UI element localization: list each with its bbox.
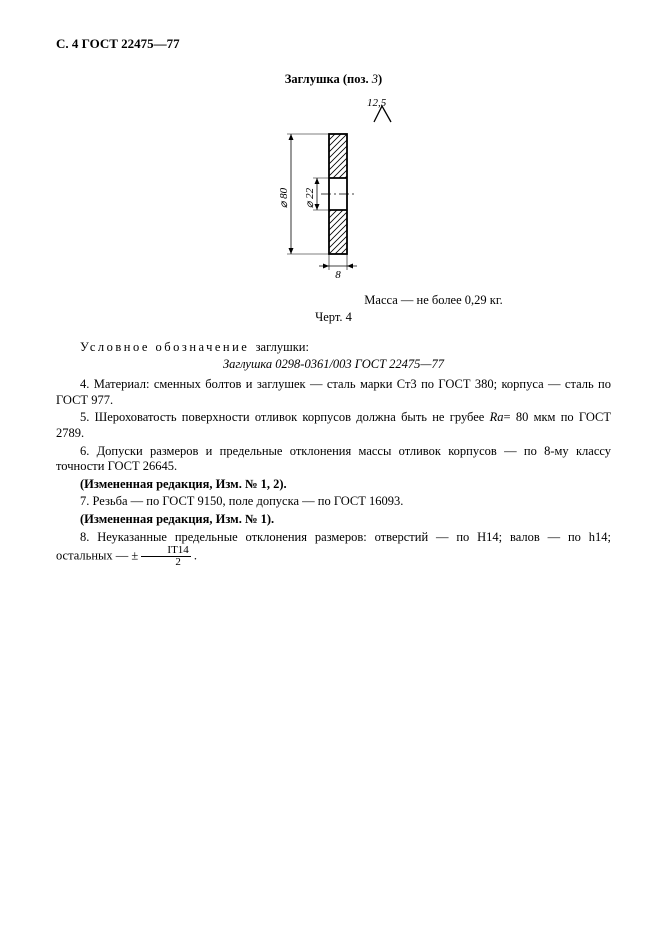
para-7-note: (Измененная редакция, Изм. № 1).: [56, 512, 611, 528]
para-8a: 8. Неуказанные предельные отклонения раз…: [56, 530, 611, 563]
mass-note: Масса — не более 0,29 кг.: [256, 293, 611, 309]
para-6-note: (Измененная редакция, Изм. № 1, 2).: [56, 477, 611, 493]
figure-title-prefix: Заглушка (поз.: [285, 72, 372, 86]
para-7: 7. Резьба — по ГОСТ 9150, поле допуска —…: [56, 494, 611, 510]
hatch-bot: [329, 210, 347, 254]
fraction-den: 2: [141, 557, 190, 568]
designation: Заглушка 0298-0361/003 ГОСТ 22475—77: [56, 357, 611, 373]
dim80-arrow-b: [288, 248, 293, 254]
fraction: IT142: [141, 545, 190, 568]
figure-block: 12,5 ⌀ 22 ⌀ 80: [56, 94, 611, 289]
dim8-text: 8: [335, 269, 341, 281]
page: С. 4 ГОСТ 22475—77 Заглушка (поз. 3) 12,…: [0, 0, 661, 936]
roughness-value: 12,5: [367, 97, 387, 109]
para-4: 4. Материал: сменных болтов и заглушек —…: [56, 377, 611, 408]
dim22-text: ⌀ 22: [304, 187, 316, 208]
para-5: 5. Шероховатость поверхности отливок кор…: [56, 410, 611, 441]
hatch-top: [329, 134, 347, 178]
cond-line: Условное обозначение заглушки:: [56, 340, 611, 356]
drawing-svg: 12,5 ⌀ 22 ⌀ 80: [249, 94, 419, 284]
roughness-symbol: 12,5: [367, 97, 391, 122]
cond-tail: заглушки:: [256, 340, 309, 354]
cond-label: Условное обозначение: [80, 340, 249, 354]
para-8b: .: [191, 549, 197, 563]
dim80-text: ⌀ 80: [278, 187, 290, 208]
fraction-num: IT14: [141, 545, 190, 557]
para-6: 6. Допуски размеров и предельные отклоне…: [56, 444, 611, 475]
ra-symbol: Ra: [490, 410, 504, 424]
figure-title: Заглушка (поз. 3): [56, 72, 611, 88]
dim22-arrow-t: [314, 178, 319, 184]
para-5a: 5. Шероховатость поверхности отливок кор…: [80, 410, 490, 424]
figure-number: Черт. 4: [56, 310, 611, 326]
dim8-arrow-r: [347, 263, 353, 268]
dim80-arrow-t: [288, 134, 293, 140]
para-8: 8. Неуказанные предельные отклонения раз…: [56, 530, 611, 569]
figure-title-suffix: ): [378, 72, 382, 86]
page-header: С. 4 ГОСТ 22475—77: [56, 36, 611, 52]
dim8-arrow-l: [323, 263, 329, 268]
